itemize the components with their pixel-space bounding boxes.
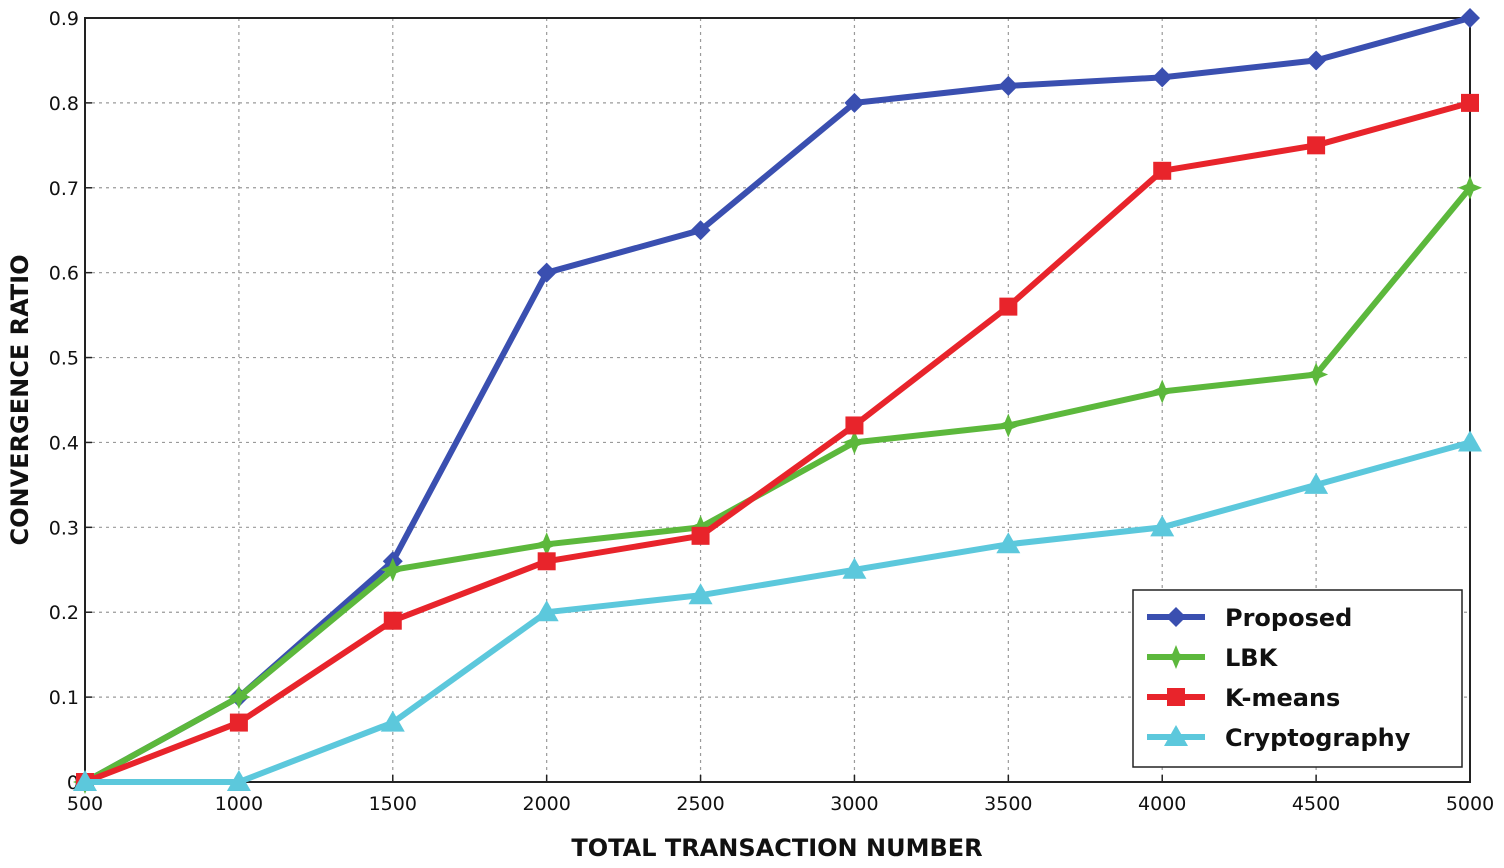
data-point-lbk [1304,362,1329,387]
series-line-k-means [82,99,1473,785]
x-axis-ticks: 500 1000 1500 2000 2500 3000 3500 4000 4500 5000 [67,775,1494,815]
x-tick-label: 5000 [1446,793,1494,815]
x-tick-label: 3500 [984,793,1032,815]
y-tick-label: 0.8 [49,93,79,115]
data-point-k-means [1307,136,1326,155]
series-lbk [73,175,1482,794]
y-tick-label: 0.2 [49,602,79,624]
y-tick-label: 0.5 [49,348,79,370]
legend-label: LBK [1225,644,1279,672]
series-line-proposed [82,15,1473,785]
data-point-cryptography [1304,472,1329,494]
data-point-k-means [1461,93,1479,112]
data-point-cryptography [226,770,251,791]
data-point-lbk [534,532,559,557]
legend-item-cryptography: Cryptography [1147,724,1411,752]
series-line-cryptography [82,439,1473,785]
data-point-k-means [1153,161,1172,180]
data-point-lbk [1458,175,1482,200]
x-tick-label: 1500 [369,793,417,815]
series-line-lbk [82,184,1473,785]
data-point-cryptography [1458,430,1482,452]
y-tick-label: 0.1 [49,687,79,709]
y-axis-ticks: 00.10.20.30.40.50.60.70.80.9 [49,8,92,794]
legend-label: Cryptography [1225,724,1411,752]
data-point-proposed [690,220,711,241]
legend-item-k-means: K-means [1147,684,1340,712]
legend-label: K-means [1225,684,1340,712]
legend-marker-cryptography [1164,725,1188,746]
plot-frame [84,17,1471,783]
x-tick-label: 2000 [522,793,570,815]
x-tick-label: 1000 [215,793,263,815]
data-point-cryptography [842,557,867,579]
data-point-cryptography [380,710,405,732]
legend-item-proposed: Proposed [1147,604,1352,632]
data-point-proposed [1152,67,1173,88]
y-tick-label: 0.7 [49,178,79,200]
legend-marker-lbk [1164,645,1188,669]
data-point-lbk [226,685,251,710]
data-point-lbk [996,413,1021,438]
data-point-k-means [999,297,1018,316]
legend: Proposed LBK K-means Cryptography [1132,589,1463,768]
y-tick-label: 0.3 [49,517,79,539]
data-point-proposed [536,262,557,283]
x-axis-title: TOTAL TRANSACTION NUMBER [571,834,982,862]
y-tick-label: 0.9 [49,8,79,30]
data-point-k-means [383,611,402,630]
data-point-lbk [380,557,405,582]
legend-marker-proposed [1166,607,1186,627]
x-tick-label: 3000 [830,793,878,815]
series-cryptography [73,430,1482,791]
data-point-k-means [537,552,556,571]
data-point-lbk [1150,379,1175,404]
data-point-proposed [998,75,1019,96]
x-tick-label: 2500 [676,793,724,815]
series-layer [73,8,1482,794]
legend-item-lbk: LBK [1147,644,1279,672]
data-point-proposed [1460,8,1480,28]
data-point-lbk [842,430,867,455]
legend-label: Proposed [1225,604,1352,632]
data-point-k-means [845,416,864,435]
data-point-cryptography [996,532,1021,554]
data-point-k-means [691,526,710,545]
legend-marker-k-means [1167,688,1185,706]
y-axis-title: CONVERGENCE RATIO [6,255,34,546]
x-tick-label: 500 [67,793,103,815]
data-point-cryptography [688,583,713,605]
y-tick-label: 0.6 [49,263,79,285]
x-tick-label: 4000 [1138,793,1186,815]
y-tick-label: 0.4 [49,432,79,454]
data-point-cryptography [73,770,97,791]
x-tick-label: 4500 [1292,793,1340,815]
series-k-means [76,93,1479,791]
data-point-cryptography [534,600,559,622]
data-point-cryptography [1150,515,1175,537]
data-point-k-means [229,713,248,732]
data-point-proposed [1306,50,1327,71]
data-point-proposed [844,92,865,113]
